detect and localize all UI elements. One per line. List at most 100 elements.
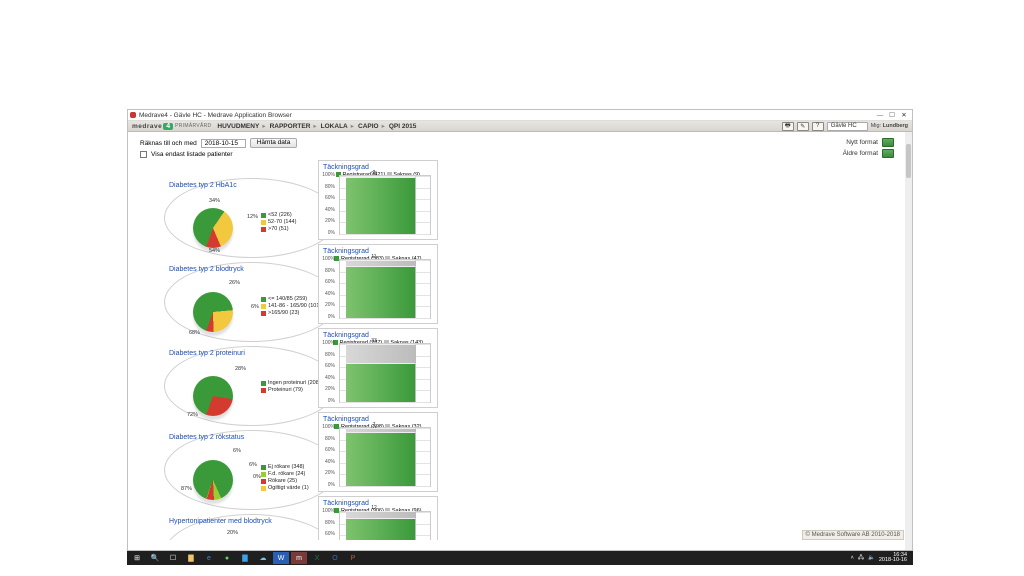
pie-panel: Diabetes typ 2 rökstatus6%6%0%87%Ej röka… <box>164 430 338 510</box>
coverage-panel: Täckningsgrad Registrerad (398) Saknas (… <box>318 412 438 492</box>
crumb-rapporter[interactable]: RAPPORTER <box>270 123 317 130</box>
app-window: Medrave4 - Gävle HC - Medrave Applicatio… <box>127 109 913 551</box>
crumb-qpi 2015[interactable]: QPI 2015 <box>389 123 416 130</box>
pie-panel: Diabetes typ 2 blodtryck26%6%68%<= 140/8… <box>164 262 338 342</box>
panel-title: Täckningsgrad <box>323 416 433 423</box>
volume-icon[interactable]: 🔈 <box>868 555 875 561</box>
panel-title: Diabetes typ 2 blodtryck <box>169 266 333 273</box>
copyright: © Medrave Software AB 2010-2018 <box>802 530 904 540</box>
pie-chart <box>193 460 233 500</box>
checkbox-label: Visa endast listade patienter <box>151 151 233 158</box>
coverage-panel: Täckningsgrad Registrerad (383) Saknas (… <box>318 244 438 324</box>
pie-slice-label: 12% <box>247 214 258 220</box>
maximize-button[interactable]: ☐ <box>886 111 898 119</box>
pie-panel: Diabetes typ 2 proteinuri 28% 72% Ingen pro… <box>164 346 338 426</box>
coverage-panel: Täckningsgrad Registrerad (421) Saknas (… <box>318 160 438 240</box>
app1-icon[interactable]: ▇ <box>237 552 253 564</box>
pie-slice-label: 87% <box>181 486 192 492</box>
crumb-lokala[interactable]: LOKALA <box>321 123 354 130</box>
coverage-panel: Täckningsgrad Registrerad (906) Saknas (… <box>318 496 438 540</box>
pie-slice-label: 20% <box>227 530 238 536</box>
pie-slice-label: 34% <box>209 198 220 204</box>
panel-title: Täckningsgrad <box>323 248 433 255</box>
checkbox-row: Visa endast listade patienter <box>140 151 900 158</box>
taskbar: ⊞ 🔍 ☐ ▇ e ● ▇ ☁ W m X O P ˄ 🖧 🔈 16:34 20… <box>127 551 913 565</box>
pie-slice-label: 0% <box>253 474 261 480</box>
pie-slice-label: 6% <box>249 462 257 468</box>
fetch-button[interactable]: Hämta data <box>250 138 298 148</box>
panel-title: Hypertonipatienter med blodtryck <box>169 518 333 525</box>
breadcrumb: HUVUDMENY RAPPORTER LOKALA CAPIO QPI 2015 <box>217 122 420 130</box>
panel-title: Täckningsgrad <box>323 500 433 507</box>
coverage-chart: 89110%20%40%60%80%100% <box>337 259 433 319</box>
powerpoint-icon[interactable]: P <box>345 552 361 564</box>
panel-title: Diabetes typ 2 rökstatus <box>169 434 333 441</box>
pie-chart <box>193 376 233 416</box>
search-icon[interactable]: 🔍 <box>147 552 163 564</box>
pie-chart <box>193 292 233 332</box>
crumb-huvudmeny[interactable]: HUVUDMENY <box>217 123 265 130</box>
panel-title: Diabetes typ 2 HbA1c <box>169 182 333 189</box>
app-icon <box>130 112 136 118</box>
titlebar: Medrave4 - Gävle HC - Medrave Applicatio… <box>128 110 912 121</box>
report-rows: Diabetes typ 2 HbA1c 34% 12% 54% <52 (226)52… <box>140 160 894 540</box>
minimize-button[interactable]: — <box>874 112 886 119</box>
pie-slice-label: 28% <box>235 366 246 372</box>
report-row: Diabetes typ 2 HbA1c34%12%54%<52 (226)52… <box>140 160 894 240</box>
medrave-icon[interactable]: m <box>291 552 307 564</box>
pie-legend: <52 (226)52-70 (144)>70 (51) <box>261 212 296 233</box>
clock[interactable]: 16:34 2018-10-16 <box>879 553 907 564</box>
unit-select[interactable]: Gävle HC <box>827 122 868 131</box>
toolbar: medrave 4 PRIMÄRVÅRD HUVUDMENY RAPPORTER L… <box>128 121 912 132</box>
edge-icon[interactable]: e <box>201 552 217 564</box>
date-input[interactable]: 2018-10-15 <box>201 139 246 148</box>
pie-legend: <= 140/85 (259)141-86 - 165/90 (101)>165… <box>261 296 321 317</box>
pie-slice-label: 72% <box>187 412 198 418</box>
scrollbar-thumb[interactable] <box>906 144 911 178</box>
tools-icon[interactable]: ✎ <box>797 122 809 131</box>
excel-icon[interactable]: X <box>309 552 325 564</box>
pie-slice-label: 54% <box>209 248 220 254</box>
scrollbar-track[interactable] <box>905 132 912 550</box>
explorer-icon[interactable]: ▇ <box>183 552 199 564</box>
coverage-chart: 9820%20%40%60%80%100% <box>337 175 433 235</box>
word-icon[interactable]: W <box>273 552 289 564</box>
pie-panel: Hypertonipatienter med blodtryck20%19%<=… <box>164 514 338 540</box>
pie-slice-label: 68% <box>189 330 200 336</box>
help-icon[interactable]: ? <box>812 122 824 131</box>
start-button[interactable]: ⊞ <box>129 552 145 564</box>
tray-chevron-icon[interactable]: ˄ <box>851 555 854 561</box>
date-label: Räknas till och med <box>140 140 197 147</box>
crumb-capio[interactable]: CAPIO <box>358 123 385 130</box>
user-label: Mig: Lundberg <box>871 123 908 129</box>
content-area: Räknas till och med 2018-10-15 Hämta dat… <box>128 132 912 550</box>
export-actions: Nytt format Äldre format <box>843 138 894 160</box>
logo: medrave 4 PRIMÄRVÅRD <box>132 123 211 130</box>
filter-row: Räknas till och med 2018-10-15 Hämta dat… <box>140 138 900 148</box>
app2-icon[interactable]: ☁ <box>255 552 271 564</box>
tray: ˄ 🖧 🔈 16:34 2018-10-16 <box>851 553 911 564</box>
listed-only-checkbox[interactable] <box>140 151 147 158</box>
chat-icon[interactable]: ● <box>219 552 235 564</box>
pie-slice-label: 6% <box>251 304 259 310</box>
outlook-icon[interactable]: O <box>327 552 343 564</box>
window-title: Medrave4 - Gävle HC - Medrave Applicatio… <box>139 112 292 119</box>
coverage-chart: 67330%20%40%60%80%100% <box>337 343 433 403</box>
panel-title: Täckningsgrad <box>323 332 433 339</box>
pie-panel: Diabetes typ 2 HbA1c 34% 12% 54% <52 (226)52… <box>164 178 338 258</box>
taskview-icon[interactable]: ☐ <box>165 552 181 564</box>
panel-title: Täckningsgrad <box>323 164 433 171</box>
excel-old-icon[interactable] <box>882 149 894 158</box>
coverage-chart: 90120%20%40%60%80%100% <box>337 511 433 540</box>
pie-legend: Ingen proteinuri (208)Proteinuri (79) <box>261 380 321 394</box>
excel-new-icon[interactable] <box>882 138 894 147</box>
pie-chart <box>193 208 233 248</box>
coverage-panel: Täckningsgrad Registrerad (287) Saknas (… <box>318 328 438 408</box>
close-button[interactable]: ✕ <box>898 111 910 119</box>
panel-title: Diabetes typ 2 proteinuri <box>169 350 333 357</box>
old-format-label: Äldre format <box>843 150 878 157</box>
pie-slice-label: 6% <box>233 448 241 454</box>
print-icon[interactable]: 🖶 <box>782 122 794 131</box>
coverage-chart: 9370%20%40%60%80%100% <box>337 427 433 487</box>
network-icon[interactable]: 🖧 <box>858 554 864 563</box>
